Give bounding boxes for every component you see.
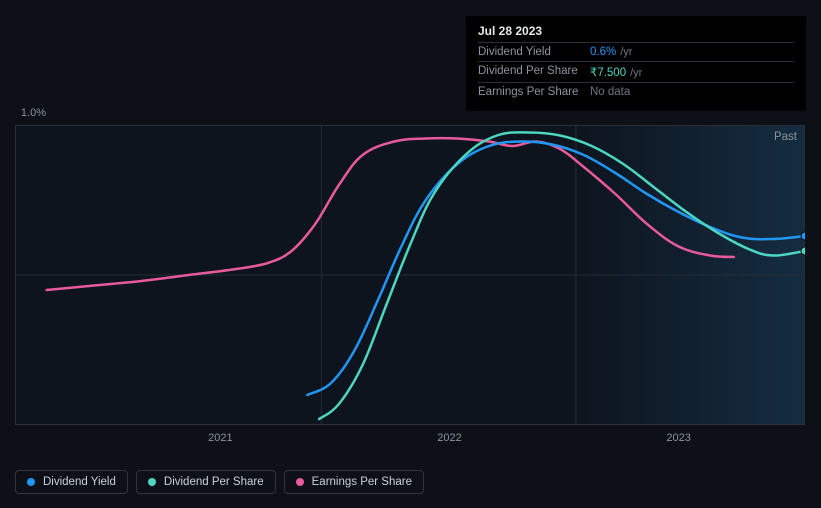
y-axis-max-label: 1.0% bbox=[0, 107, 46, 119]
x-axis: 2021 2022 2023 bbox=[15, 432, 805, 450]
tooltip-row-value: No data bbox=[590, 86, 630, 98]
tooltip-row-label: Dividend Per Share bbox=[478, 65, 590, 79]
tooltip-row: Dividend Per Share₹7.500/yr bbox=[478, 61, 794, 82]
line-chart bbox=[15, 125, 805, 425]
past-label: Past bbox=[774, 131, 797, 143]
legend-label: Dividend Per Share bbox=[164, 476, 264, 488]
legend-swatch-icon bbox=[296, 478, 304, 486]
tooltip-row-label: Dividend Yield bbox=[478, 46, 590, 58]
tooltip-row: Earnings Per ShareNo data bbox=[478, 82, 794, 101]
legend-item[interactable]: Earnings Per Share bbox=[284, 470, 424, 494]
legend: Dividend Yield Dividend Per Share Earnings… bbox=[15, 470, 424, 494]
legend-swatch-icon bbox=[27, 478, 35, 486]
x-axis-tick: 2021 bbox=[208, 432, 232, 444]
tooltip-date: Jul 28 2023 bbox=[478, 24, 794, 42]
legend-label: Earnings Per Share bbox=[312, 476, 412, 488]
tooltip-row-label: Earnings Per Share bbox=[478, 86, 590, 98]
tooltip-row-value: ₹7.500/yr bbox=[590, 65, 642, 79]
tooltip-row: Dividend Yield0.6%/yr bbox=[478, 42, 794, 61]
hover-tooltip: Jul 28 2023 Dividend Yield0.6%/yrDividen… bbox=[466, 16, 806, 111]
chart-container: Jul 28 2023 Dividend Yield0.6%/yrDividen… bbox=[0, 0, 821, 508]
x-axis-tick: 2023 bbox=[666, 432, 690, 444]
legend-swatch-icon bbox=[148, 478, 156, 486]
legend-item[interactable]: Dividend Yield bbox=[15, 470, 128, 494]
legend-label: Dividend Yield bbox=[43, 476, 116, 488]
tooltip-row-value: 0.6%/yr bbox=[590, 46, 632, 58]
x-axis-tick: 2022 bbox=[437, 432, 461, 444]
legend-item[interactable]: Dividend Per Share bbox=[136, 470, 276, 494]
